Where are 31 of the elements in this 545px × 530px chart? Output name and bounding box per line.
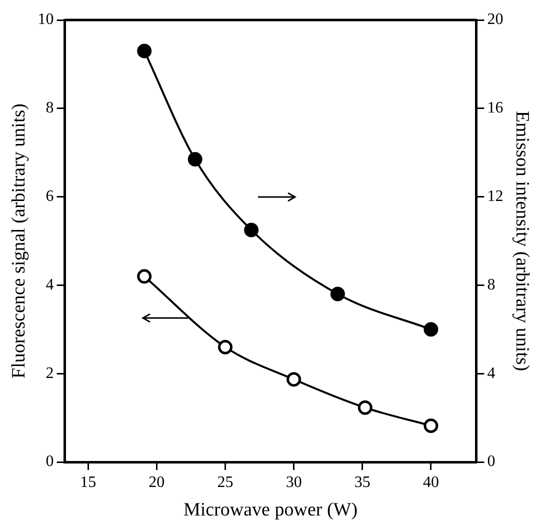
y2-axis-title: Emisson intensity (arbitrary units) — [512, 110, 533, 372]
point — [188, 152, 202, 166]
point — [424, 418, 438, 434]
y-tick-label: 8 — [46, 100, 54, 117]
y-tick-label: 6 — [46, 188, 54, 206]
x-axis-title: Microwave power (W) — [183, 500, 358, 521]
x-tick-label: 25 — [217, 474, 234, 491]
point — [137, 44, 152, 58]
point — [286, 372, 302, 387]
y2-tick-label: 12 — [487, 188, 504, 206]
point — [424, 322, 438, 337]
y2-tick-label: 16 — [487, 100, 504, 117]
y2-tick-label: 20 — [487, 11, 504, 28]
point — [330, 286, 345, 302]
y-tick-label: 10 — [38, 11, 54, 28]
y-axis-title: Fluorescence signal (arbitrary units) — [8, 104, 30, 378]
x-tick-label: 40 — [422, 474, 439, 491]
point — [358, 400, 372, 415]
x-tick-label: 35 — [354, 474, 370, 491]
point — [137, 269, 152, 284]
x-tick-label: 20 — [148, 474, 165, 491]
x-tick-label: 15 — [80, 474, 96, 491]
y2-tick-label: 0 — [487, 453, 496, 470]
y-tick-label: 0 — [46, 453, 54, 470]
y2-tick-label: 8 — [487, 276, 496, 294]
x-tick-label: 30 — [286, 474, 302, 491]
y2-tick-label: 4 — [487, 364, 496, 382]
y-tick-label: 2 — [46, 364, 54, 382]
y-tick-label: 4 — [46, 276, 54, 294]
point — [218, 340, 232, 354]
point — [244, 222, 259, 238]
